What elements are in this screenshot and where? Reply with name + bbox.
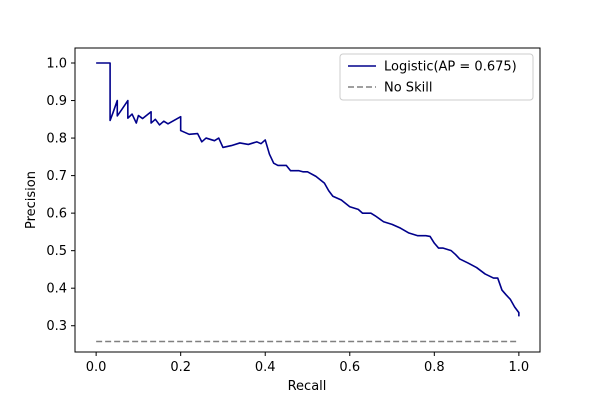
x-tick-label: 1.0 <box>509 360 530 375</box>
x-tick-label: 0.6 <box>339 360 360 375</box>
y-tick-label: 0.5 <box>46 244 67 259</box>
y-tick-label: 0.7 <box>46 169 67 184</box>
y-tick-label: 0.3 <box>46 319 67 334</box>
y-axis-label: Precision <box>24 171 39 229</box>
legend: Logistic(AP = 0.675) No Skill <box>339 53 534 101</box>
y-tick-label: 1.0 <box>46 57 67 72</box>
x-tick-label: 0.0 <box>86 360 107 375</box>
series-line-logistic <box>96 62 520 317</box>
x-tick-label: 0.4 <box>255 360 276 375</box>
x-tick-label: 0.8 <box>424 360 445 375</box>
legend-label-logistic: Logistic(AP = 0.675) <box>384 60 517 75</box>
plot-area <box>96 62 520 343</box>
y-tick-label: 0.6 <box>46 207 67 222</box>
y-tick-label: 0.9 <box>46 94 67 109</box>
axes: 0.0 0.2 0.4 0.6 0.8 1.0 0.3 0.4 0.5 0.6 0.7 0.8 0.9 1… <box>46 47 541 375</box>
y-tick-label: 0.8 <box>46 132 67 147</box>
legend-label-no-skill: No Skill <box>384 81 432 96</box>
axes-frame <box>74 47 541 353</box>
legend-box <box>339 53 534 101</box>
x-tick-label: 0.2 <box>170 360 191 375</box>
y-tick-label: 0.4 <box>46 282 67 297</box>
x-axis-label: Recall <box>288 379 327 394</box>
